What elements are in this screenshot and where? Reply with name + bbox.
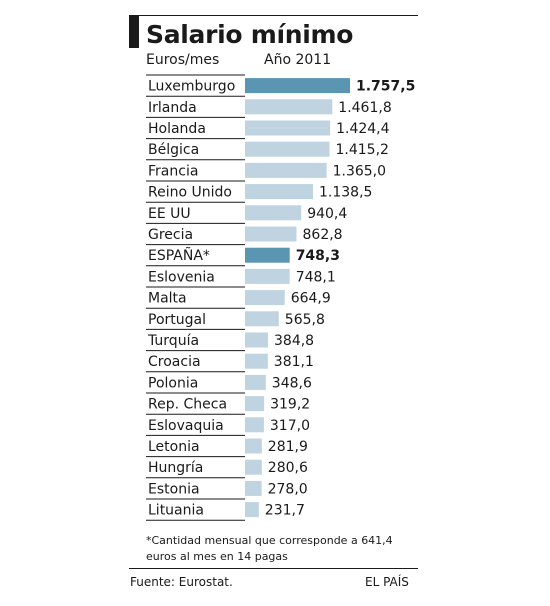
category-label: EE UU <box>148 206 191 222</box>
bar <box>245 417 264 433</box>
title-accent-bar <box>129 15 139 48</box>
value-label: 1.365,0 <box>333 163 386 179</box>
category-label: Reino Unido <box>148 185 232 201</box>
category-label: Estonia <box>148 481 200 497</box>
value-label: 231,7 <box>265 503 305 519</box>
category-label: Croacia <box>148 354 201 370</box>
category-label: Lituania <box>148 503 204 519</box>
bar <box>245 205 302 221</box>
category-label: Bélgica <box>148 142 199 158</box>
footnote: *Cantidad mensual que corresponde a 641,… <box>146 534 393 563</box>
category-label: Polonia <box>148 375 198 391</box>
value-label: 348,6 <box>272 375 312 391</box>
value-label: 862,8 <box>303 227 343 243</box>
value-label: 940,4 <box>307 206 347 222</box>
bar <box>245 374 266 390</box>
category-label: Eslovaquia <box>148 418 224 434</box>
bar <box>245 226 297 242</box>
category-label: Rep. Checa <box>148 397 227 413</box>
bar <box>245 184 313 200</box>
value-label: 748,1 <box>296 269 336 285</box>
value-label: 664,9 <box>291 291 331 307</box>
value-label: 319,2 <box>270 397 310 413</box>
value-label: 280,6 <box>268 460 308 476</box>
category-label: Turquía <box>147 333 199 349</box>
category-label: Malta <box>148 291 187 307</box>
credit-text: EL PAÍS <box>365 575 409 589</box>
category-label: Francia <box>148 163 198 179</box>
category-label: Letonia <box>148 439 200 455</box>
bar <box>245 162 327 178</box>
category-label: ESPAÑA* <box>148 247 210 264</box>
value-label: 1.461,8 <box>338 100 391 116</box>
top-rule <box>139 15 418 16</box>
value-label: 1.757,5 <box>356 79 415 95</box>
bar <box>245 78 350 94</box>
category-label: Portugal <box>148 312 206 328</box>
bar <box>245 332 268 348</box>
category-label: Hungría <box>148 460 203 476</box>
category-label: Luxemburgo <box>148 79 235 95</box>
bar <box>245 99 333 115</box>
bar <box>245 268 290 284</box>
bar <box>245 396 265 412</box>
bar <box>245 290 285 306</box>
bar <box>245 480 262 496</box>
value-label: 381,1 <box>274 354 314 370</box>
value-label: 278,0 <box>268 481 308 497</box>
category-label: Irlanda <box>148 100 197 116</box>
category-label: Holanda <box>148 121 206 137</box>
value-label: 1.424,4 <box>336 121 390 137</box>
bar <box>245 311 279 327</box>
category-label: Grecia <box>148 227 193 243</box>
value-label: 565,8 <box>285 312 325 328</box>
bar <box>245 353 268 369</box>
value-label: 281,9 <box>268 439 308 455</box>
bar <box>245 459 262 475</box>
bar <box>245 141 330 157</box>
value-label: 384,8 <box>274 333 314 349</box>
value-label: 317,0 <box>270 418 310 434</box>
source-text: Fuente: Eurostat. <box>130 575 233 589</box>
bar <box>245 247 290 263</box>
category-label: Eslovenia <box>148 269 215 285</box>
value-label: 1.138,5 <box>319 185 372 201</box>
source-rule <box>129 568 418 569</box>
bar <box>245 502 259 518</box>
bar <box>245 120 331 136</box>
value-label: 748,3 <box>296 248 340 264</box>
bar <box>245 438 262 454</box>
chart-title: Salario mínimo <box>146 20 354 49</box>
year-label: Año 2011 <box>264 52 332 68</box>
unit-label: Euros/mes <box>146 52 220 68</box>
value-label: 1.415,2 <box>336 142 389 158</box>
